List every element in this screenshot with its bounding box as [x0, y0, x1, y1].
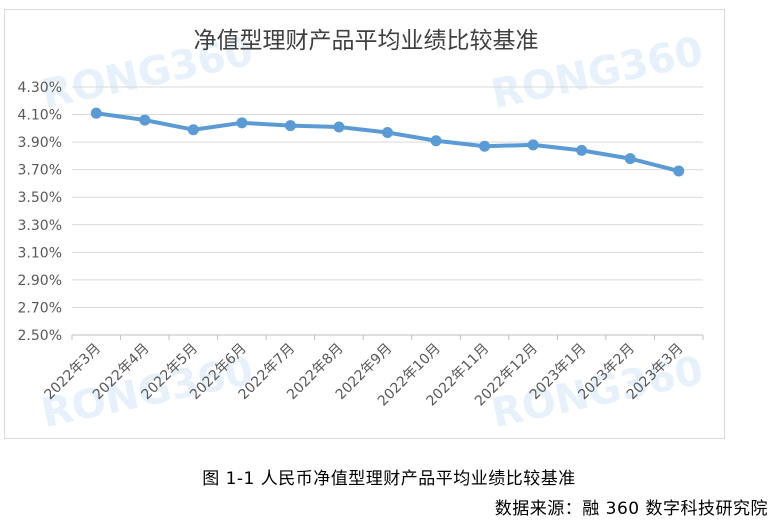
y-tick-label: 2.90%	[18, 273, 62, 289]
data-point	[479, 140, 491, 152]
data-point	[284, 120, 296, 132]
data-point	[673, 165, 685, 177]
data-point	[576, 144, 588, 156]
y-axis-ticks: 2.50% 2.70% 2.90% 3.10% 3.30% 3.50% 3.70% 3.90%…	[18, 80, 62, 344]
y-tick-label: 3.90%	[18, 135, 62, 151]
data-source: 数据来源：融 360 数字科技研究院	[494, 499, 768, 519]
data-point	[187, 124, 199, 136]
figure-caption: 图 1-1 人民币净值型理财产品平均业绩比较基准	[202, 469, 576, 489]
x-axis	[71, 335, 704, 340]
data-point	[333, 121, 345, 133]
y-tick-label: 4.10%	[18, 108, 62, 124]
data-point	[527, 139, 539, 151]
data-point	[139, 114, 151, 126]
y-tick-label: 3.70%	[18, 163, 62, 179]
y-tick-label: 3.10%	[18, 245, 62, 261]
gridlines	[72, 86, 703, 336]
y-tick-label: 3.50%	[18, 190, 62, 206]
data-point	[624, 153, 636, 165]
chart-title: 净值型理财产品平均业绩比较基准	[194, 28, 539, 54]
y-tick-label: 4.30%	[18, 80, 62, 96]
data-point	[90, 107, 102, 119]
y-tick-label: 2.50%	[18, 328, 62, 344]
y-tick-label: 3.30%	[18, 218, 62, 234]
data-point	[236, 117, 248, 129]
series	[90, 107, 685, 177]
data-point	[382, 126, 393, 138]
y-tick-label: 2.70%	[18, 300, 62, 316]
chart-frame	[4, 9, 725, 439]
data-point	[430, 135, 442, 147]
